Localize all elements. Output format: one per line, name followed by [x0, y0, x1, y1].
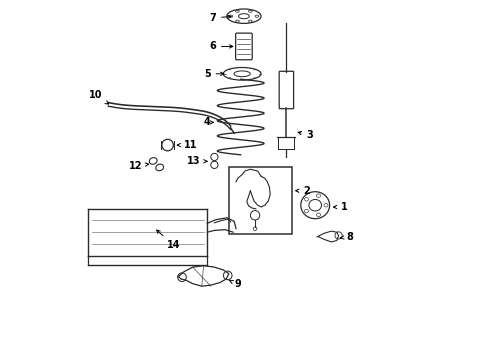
- Text: 11: 11: [177, 140, 198, 150]
- Text: 5: 5: [204, 69, 224, 79]
- Text: 14: 14: [157, 230, 181, 250]
- Text: 3: 3: [298, 130, 313, 140]
- Text: 4: 4: [204, 117, 214, 127]
- Text: 1: 1: [334, 202, 347, 212]
- Text: 2: 2: [295, 186, 310, 196]
- Text: 9: 9: [229, 279, 241, 289]
- Text: 8: 8: [340, 232, 353, 242]
- Text: 7: 7: [209, 13, 231, 23]
- Text: 12: 12: [128, 161, 148, 171]
- Text: 13: 13: [187, 156, 207, 166]
- Text: 10: 10: [89, 90, 109, 104]
- Text: 6: 6: [209, 41, 233, 51]
- Bar: [229, 167, 292, 234]
